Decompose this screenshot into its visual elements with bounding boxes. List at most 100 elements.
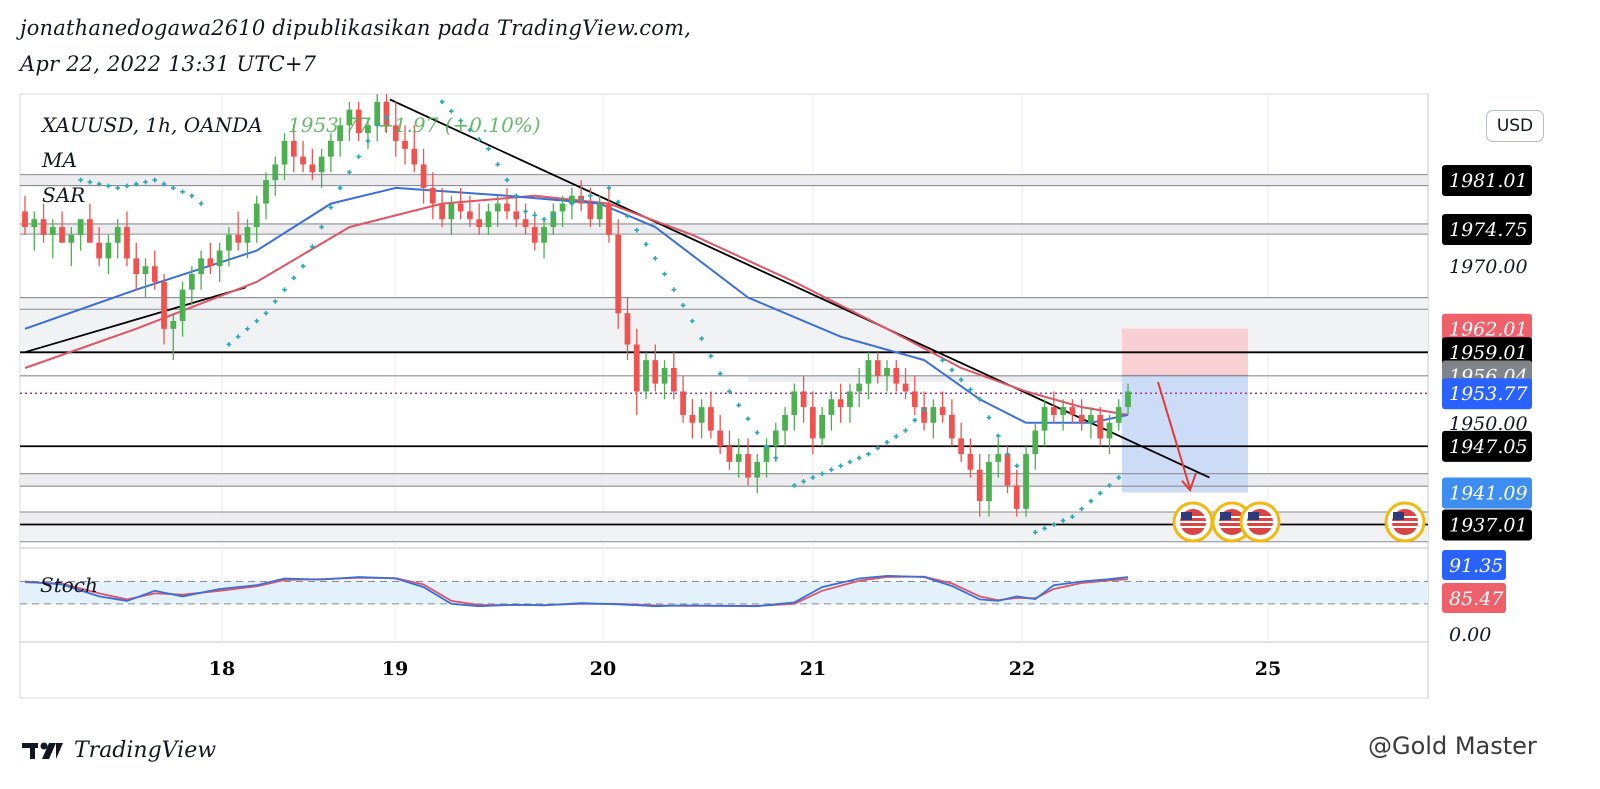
ma-fast-line[interactable] — [24, 186, 1129, 424]
candle-body[interactable] — [1106, 422, 1113, 439]
candle-body[interactable] — [837, 399, 844, 408]
candle-body[interactable] — [198, 258, 204, 275]
candle-body[interactable] — [402, 140, 408, 149]
candle-body[interactable] — [568, 195, 575, 204]
candle-body[interactable] — [800, 391, 807, 408]
candle-body[interactable] — [235, 234, 242, 243]
candle-body[interactable] — [717, 430, 724, 447]
candle-body[interactable] — [884, 367, 890, 376]
candle-body[interactable] — [290, 140, 297, 157]
candle-body[interactable] — [1060, 407, 1066, 415]
candle-body[interactable] — [68, 234, 75, 243]
candle-body[interactable] — [467, 211, 473, 220]
candle-body[interactable] — [735, 454, 742, 462]
candle-body[interactable] — [244, 227, 251, 243]
sar-indicator-legend[interactable]: SAR — [42, 183, 86, 207]
candle-body[interactable] — [31, 219, 38, 228]
candle-body[interactable] — [207, 258, 214, 267]
candle-body[interactable] — [142, 266, 149, 275]
candle-body[interactable] — [309, 164, 316, 173]
candle-body[interactable] — [77, 219, 84, 235]
candle-body[interactable] — [346, 109, 353, 126]
candle-body[interactable] — [105, 242, 112, 259]
candle-body[interactable] — [439, 203, 445, 220]
candle-body[interactable] — [374, 101, 381, 126]
candle-body[interactable] — [976, 469, 983, 502]
candle-body[interactable] — [365, 125, 371, 134]
candle-body[interactable] — [263, 180, 269, 204]
candle-body[interactable] — [559, 203, 566, 212]
candle-body[interactable] — [179, 289, 186, 321]
ma-indicator-legend[interactable]: MA — [42, 148, 77, 172]
candle-body[interactable] — [754, 461, 761, 478]
candle-body[interactable] — [1078, 414, 1085, 423]
candle-body[interactable] — [448, 203, 455, 220]
candle-body[interactable] — [1097, 414, 1104, 439]
candle-body[interactable] — [1004, 454, 1011, 486]
candle-body[interactable] — [606, 203, 612, 235]
candle-body[interactable] — [874, 360, 881, 376]
candle-body[interactable] — [615, 234, 622, 314]
candle-body[interactable] — [1023, 454, 1029, 509]
candle-body[interactable] — [939, 407, 946, 415]
stoch-k-line[interactable] — [24, 574, 1129, 608]
symbol-legend[interactable]: XAUUSD, 1h, OANDA — [42, 113, 263, 137]
candle-body[interactable] — [124, 227, 130, 259]
candle-body[interactable] — [865, 360, 872, 384]
candle-body[interactable] — [902, 383, 909, 392]
candle-body[interactable] — [272, 164, 279, 181]
candle-body[interactable] — [59, 227, 65, 243]
candle-body[interactable] — [114, 227, 121, 243]
candle-body[interactable] — [633, 344, 640, 392]
candle-body[interactable] — [513, 211, 520, 220]
candle-body[interactable] — [828, 399, 835, 415]
candle-body[interactable] — [429, 187, 436, 204]
candle-body[interactable] — [411, 148, 418, 165]
tradingview-logo[interactable]: TradingView — [22, 738, 216, 763]
candle-body[interactable] — [96, 242, 103, 259]
candle-body[interactable] — [494, 203, 501, 212]
candle-body[interactable] — [763, 446, 770, 462]
candle-body[interactable] — [522, 219, 529, 228]
candle-body[interactable] — [133, 258, 140, 275]
candle-body[interactable] — [49, 227, 56, 235]
candle-body[interactable] — [847, 391, 853, 408]
candle-body[interactable] — [300, 156, 306, 165]
candle-body[interactable] — [587, 203, 594, 220]
candle-body[interactable] — [253, 203, 260, 228]
candle-body[interactable] — [420, 164, 427, 188]
candle-body[interactable] — [550, 211, 557, 228]
candle-body[interactable] — [689, 414, 696, 423]
candle-body[interactable] — [328, 140, 334, 157]
candle-body[interactable] — [1013, 485, 1020, 509]
candle-body[interactable] — [355, 109, 362, 134]
candle-body[interactable] — [995, 454, 1002, 462]
candle-body[interactable] — [1050, 407, 1057, 415]
candle-body[interactable] — [643, 360, 649, 392]
candle-body[interactable] — [670, 367, 677, 392]
candle-body[interactable] — [151, 266, 158, 282]
candle-body[interactable] — [476, 219, 483, 228]
candle-body[interactable] — [958, 438, 965, 455]
candle-body[interactable] — [596, 203, 603, 220]
candle-body[interactable] — [318, 156, 325, 173]
candle-body[interactable] — [1088, 414, 1094, 423]
candle-body[interactable] — [698, 407, 705, 423]
candle-body[interactable] — [856, 383, 863, 392]
candle-body[interactable] — [504, 203, 510, 212]
candle-body[interactable] — [661, 367, 668, 384]
candle-body[interactable] — [680, 391, 686, 415]
candle-body[interactable] — [772, 430, 779, 447]
candle-body[interactable] — [930, 407, 937, 423]
candle-body[interactable] — [531, 227, 538, 243]
trendline-lower[interactable] — [24, 286, 246, 354]
candle-body[interactable] — [1115, 407, 1122, 423]
stoch-indicator-legend[interactable]: Stoch — [40, 573, 98, 597]
candle-body[interactable] — [1041, 407, 1048, 431]
candle-body[interactable] — [216, 250, 223, 267]
candle-body[interactable] — [782, 414, 788, 431]
candle-body[interactable] — [281, 140, 288, 165]
candle-body[interactable] — [791, 391, 798, 415]
candle-body[interactable] — [911, 391, 918, 408]
